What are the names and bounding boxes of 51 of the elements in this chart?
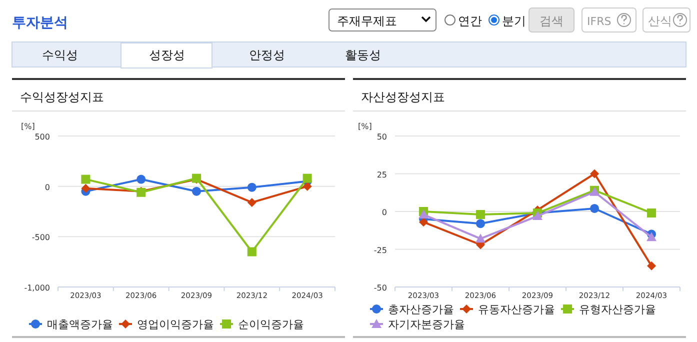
y-tick-label: -25: [374, 246, 387, 255]
y-tick-label: -50: [374, 284, 387, 292]
text: 성장성: [149, 48, 185, 62]
text: 수익성: [42, 48, 78, 62]
point: [302, 174, 312, 183]
text: 산식: [648, 14, 672, 28]
point: [476, 210, 485, 220]
y-axis-title: [%]: [21, 122, 35, 131]
text: 주재무제표: [337, 14, 397, 28]
point: [646, 232, 656, 242]
chart-title: 자산성장성지표: [361, 90, 445, 104]
text: 활동성: [345, 48, 381, 62]
y-tick-label: -1,000: [24, 284, 50, 292]
point: [647, 261, 656, 270]
text: 연간: [458, 14, 482, 28]
point: [476, 234, 486, 243]
point: [476, 219, 485, 228]
point: [136, 174, 146, 184]
point: [192, 186, 201, 196]
y-axis-title: [%]: [358, 122, 372, 131]
legend-label: 순이익증가율: [238, 318, 304, 331]
legend-label: 유동자산증가율: [478, 303, 555, 316]
point: [247, 198, 256, 207]
point: [590, 204, 599, 213]
legend-label: 유형자산증가율: [579, 303, 656, 316]
point: [81, 174, 90, 184]
chart-title: 수익성장성지표: [20, 90, 104, 104]
y-tick-label: 500: [34, 132, 50, 142]
point: [532, 211, 542, 220]
y-tick-label: -500: [32, 233, 50, 242]
text: 분기: [502, 14, 526, 28]
text: 검색: [540, 14, 564, 28]
point: [419, 218, 428, 227]
point: [247, 247, 256, 256]
legend-label: 영업이익증가율: [137, 318, 214, 331]
point: [647, 208, 656, 218]
y-tick-label: 25: [376, 170, 387, 180]
y-tick-label: 50: [376, 132, 387, 142]
point: [590, 169, 599, 178]
point: [81, 184, 90, 193]
point: [247, 182, 256, 192]
text: 안정성: [249, 48, 285, 62]
legend-label: 총자산증가율: [388, 303, 454, 316]
text: IFRS: [587, 15, 612, 28]
point: [302, 182, 312, 191]
y-tick-label: 0: [44, 182, 50, 192]
point: [418, 210, 428, 219]
y-tick-label: 0: [382, 208, 387, 217]
legend-label: 매출액증가율: [47, 318, 113, 331]
text: 투자분석: [12, 15, 68, 31]
legend-label: 자기자본증가율: [388, 318, 465, 331]
